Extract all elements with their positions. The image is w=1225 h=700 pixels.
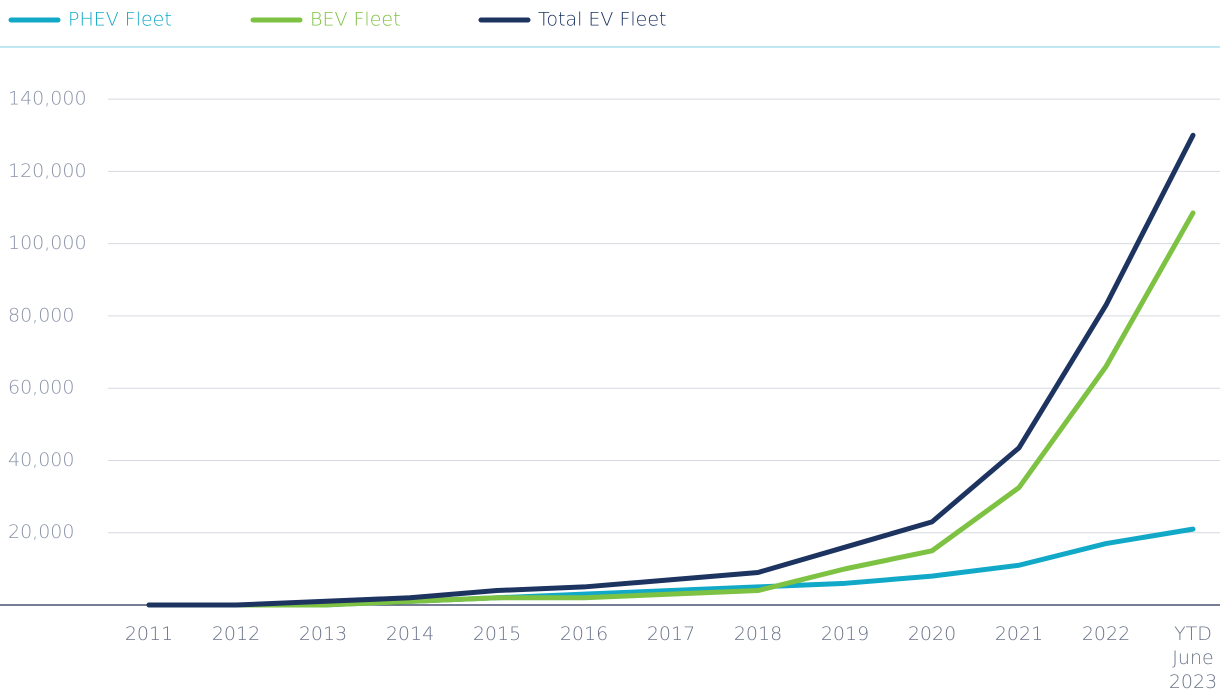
legend-label: BEV Fleet (310, 9, 401, 31)
x-tick-label: 2015 (472, 623, 522, 645)
y-tick-label: 40,000 (8, 449, 74, 471)
x-tick-label: 2020 (907, 623, 957, 645)
x-tick-label: 2021 (994, 623, 1044, 645)
x-tick-label: 2017 (646, 623, 696, 645)
x-tick-label: 2019 (820, 623, 870, 645)
x-tick-label: YTD June 2023 (1168, 623, 1218, 693)
x-tick-label: 2012 (211, 623, 261, 645)
line-series (146, 210, 1196, 608)
legend-label: Total EV Fleet (538, 9, 667, 31)
x-tick-label: 2013 (298, 623, 348, 645)
line-series (146, 132, 1196, 608)
y-tick-label: 80,000 (8, 304, 74, 326)
x-tick-label: 2016 (559, 623, 609, 645)
y-tick-label: 100,000 (8, 232, 87, 254)
y-tick-label: 60,000 (8, 377, 74, 399)
y-tick-label: 140,000 (8, 88, 87, 110)
x-tick-label: 2022 (1081, 623, 1131, 645)
legend-label: PHEV Fleet (68, 9, 172, 31)
x-tick-label: 2018 (733, 623, 783, 645)
x-tick-label: 2014 (385, 623, 435, 645)
y-tick-label: 120,000 (8, 160, 87, 182)
x-tick-label: 2011 (124, 623, 174, 645)
y-tick-label: 20,000 (8, 521, 74, 543)
